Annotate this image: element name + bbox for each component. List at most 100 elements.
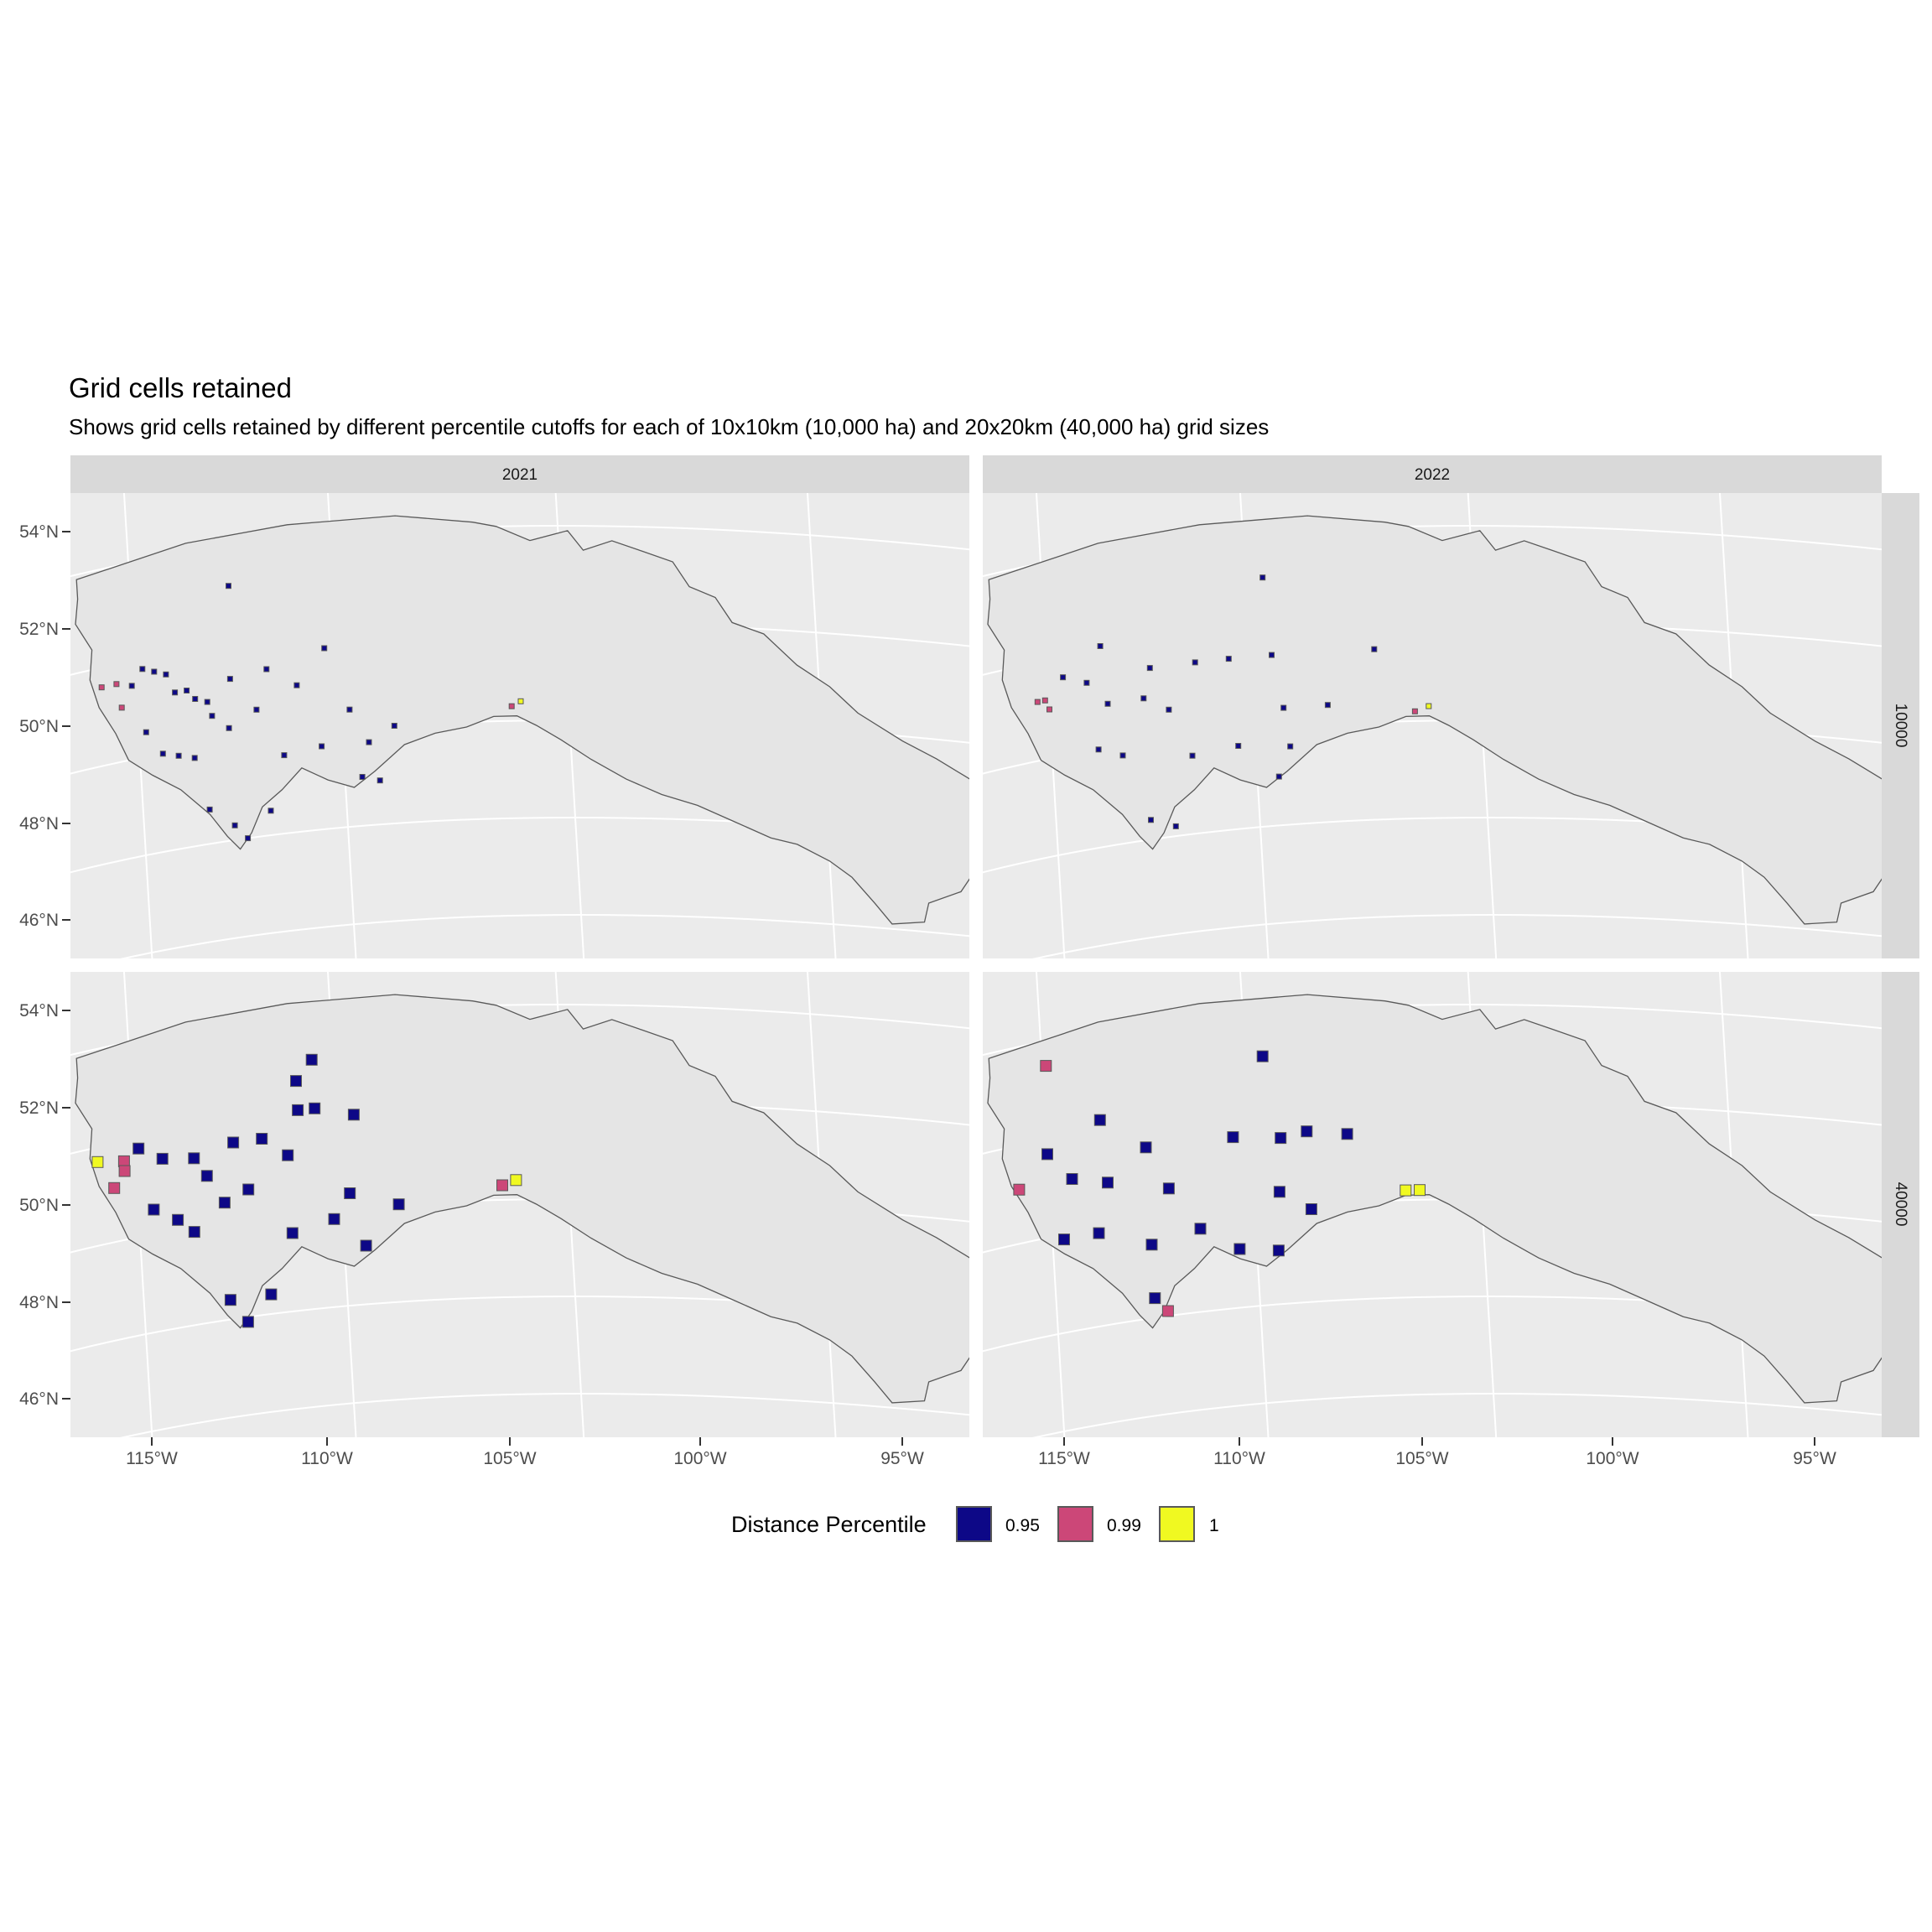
grid-cell [1040,1060,1052,1072]
grid-cell [1414,1184,1426,1197]
grid-cell [1146,665,1153,672]
strip-row-1-label: 10000 [1892,704,1909,748]
grid-cell [1140,1141,1152,1154]
x-tick-label: 115°W [126,1449,178,1468]
grid-cell [191,755,198,761]
legend: Distance Percentile 0.95 0.99 1 [731,1506,1219,1542]
grid-cell [366,739,372,745]
grid-cell [117,1155,130,1167]
grid-cell [188,1152,200,1165]
grid-cell [143,729,149,735]
grid-cell [319,743,325,750]
grid-cell [1275,1132,1287,1145]
y-tick-label: 46°N [19,1389,59,1409]
graticule-latitude-line [120,1392,969,1437]
grid-cell [1371,646,1378,652]
grid-cell [148,1203,160,1216]
x-tick-label: 115°W [1038,1449,1090,1468]
x-tick-label: 105°W [1395,1449,1448,1468]
grid-cell [347,1109,360,1121]
x-axis-left: 115°W 110°W 105°W 100°W 95°W [126,1437,924,1468]
grid-cell [292,1104,304,1116]
x-tick-label: 95°W [1793,1449,1836,1468]
grid-cell [1301,1125,1313,1138]
graticule-latitude-line [120,913,969,958]
strip-col-1 [70,455,969,493]
x-ticks [151,1437,903,1446]
legend-swatch-0.95 [956,1506,992,1542]
grid-cell [344,1187,356,1199]
grid-cell [1273,1186,1285,1198]
grid-cell [305,1053,318,1066]
y-tick-label: 50°N [19,1196,59,1215]
x-axis-right: 115°W 110°W 105°W 100°W 95°W [1038,1437,1836,1468]
panel-2021-40000 [70,972,969,1437]
x-tick-label: 95°W [880,1449,924,1468]
grid-cell [263,666,270,673]
legend-swatch-0.99 [1057,1506,1093,1542]
legend-label: 0.95 [1005,1516,1040,1535]
grid-cell [128,683,135,689]
grid-cell [132,1142,145,1155]
grid-cell [1119,752,1126,759]
grid-cell [360,1239,372,1252]
x-tick-label: 100°W [1586,1449,1639,1468]
grid-cell [1172,823,1179,829]
grid-cell [1041,697,1048,704]
grid-cell [282,1149,294,1161]
grid-cell [188,1226,200,1239]
grid-cell [172,689,179,696]
x-tick-label: 100°W [673,1449,726,1468]
grid-cell [108,1182,121,1194]
grid-cells [1034,574,1432,829]
grid-cell [286,1227,299,1239]
grid-cell [1341,1128,1353,1140]
y-tick-label: 52°N [19,620,59,639]
grid-cell [496,1179,508,1192]
grid-cell [1066,1173,1078,1185]
grid-cell [209,713,216,719]
grid-cell [218,1197,231,1209]
x-tick-label: 110°W [301,1449,353,1468]
x-tick-label: 105°W [483,1449,536,1468]
grid-cell [1140,695,1147,702]
y-axis-bottom: 54°N 52°N 50°N 48°N 46°N [19,1001,70,1409]
grid-cell [1102,1176,1114,1189]
strip-col-2-label: 2022 [1415,466,1450,484]
grid-cell [1259,574,1266,581]
panel-2022-10000 [983,493,1882,958]
grid-cell [1093,1114,1106,1126]
grid-cell [1227,1131,1239,1144]
grid-cell [242,1183,255,1196]
grid-cell [1083,679,1090,686]
grid-cell [1148,817,1154,823]
strip-row-2-label: 40000 [1892,1182,1909,1227]
grid-cell [1097,643,1104,649]
grid-cells [1013,1050,1426,1317]
grid-cell [1145,1239,1158,1251]
chart-subtitle: Shows grid cells retained by different p… [69,414,1269,439]
y-tick-label: 54°N [19,522,59,542]
y-tick-label: 52°N [19,1098,59,1118]
grid-cell [309,1102,321,1114]
chart-title: Grid cells retained [69,372,292,403]
grid-cell [1400,1184,1412,1197]
grid-cell [1095,746,1102,753]
grid-cell [184,688,190,693]
grid-cell [151,668,158,675]
grid-cell [281,752,288,759]
legend-label: 0.99 [1107,1516,1141,1535]
grid-cell [256,1133,268,1145]
y-axis-top: 54°N 52°N 50°N 48°N 46°N [19,522,70,930]
grid-cell [392,1198,405,1211]
grid-cells [98,583,524,842]
x-ticks [1063,1437,1815,1446]
grid-cell [253,706,260,713]
grid-cell [265,1288,278,1301]
grid-cell [508,703,515,709]
grid-cell [328,1213,340,1225]
graticule-latitude-line [983,1295,1882,1353]
grid-cell [1149,1292,1161,1305]
grid-cell [1162,1182,1175,1195]
grid-cell [175,752,182,759]
